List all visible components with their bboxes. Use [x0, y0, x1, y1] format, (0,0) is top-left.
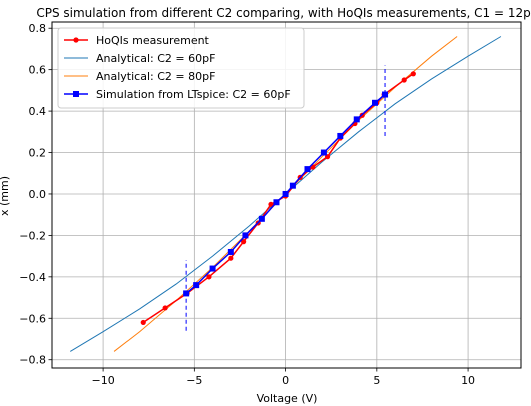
legend-label: HoQIs measurement — [96, 34, 210, 47]
data-point — [258, 215, 265, 222]
data-point — [382, 91, 389, 98]
legend-marker — [73, 91, 79, 97]
legend-label: Analytical: C2 = 60pF — [96, 52, 215, 65]
data-point — [242, 232, 249, 239]
x-tick-label: −10 — [91, 374, 114, 387]
legend-item: Analytical: C2 = 60pF — [64, 52, 215, 65]
data-point — [337, 132, 344, 139]
y-axis-label: x (mm) — [0, 176, 11, 216]
legend-item: Simulation from LTspice: C2 = 60pF — [64, 88, 291, 101]
x-tick-label: 5 — [373, 374, 380, 387]
data-point — [282, 190, 289, 197]
y-tick-label: 0.8 — [29, 22, 47, 35]
data-point — [372, 99, 379, 106]
data-point — [206, 274, 212, 280]
data-point — [273, 199, 280, 206]
legend-item: HoQIs measurement — [64, 34, 210, 47]
y-tick-label: 0.0 — [29, 188, 47, 201]
y-tick-label: 0.2 — [29, 147, 47, 160]
x-axis-label: Voltage (V) — [257, 392, 318, 405]
legend-marker — [73, 37, 79, 43]
data-point — [227, 248, 234, 255]
data-point — [241, 239, 247, 245]
data-point — [268, 201, 274, 207]
data-point — [410, 71, 416, 77]
series-hoqis-measurement — [140, 71, 416, 326]
data-point — [228, 255, 234, 261]
data-point — [289, 182, 296, 189]
data-point — [353, 116, 360, 123]
x-tick-label: 10 — [461, 374, 475, 387]
data-point — [162, 305, 168, 311]
ticks: −10 −5 0 5 10 −0.8 −0.6 −0.4 −0.2 0.0 0.2 0.4 0.6 0.8 — [19, 22, 475, 387]
y-tick-label: 0.6 — [29, 64, 47, 77]
data-point — [140, 319, 146, 326]
legend-label: Analytical: C2 = 80pF — [96, 70, 215, 83]
legend-box — [57, 27, 305, 109]
legend-item: Analytical: C2 = 80pF — [64, 70, 215, 83]
data-point — [320, 149, 327, 156]
y-tick-label: −0.6 — [19, 312, 46, 325]
y-tick-label: 0.4 — [29, 105, 47, 118]
series-layer — [69, 36, 502, 352]
plot-frame — [51, 21, 522, 369]
data-point — [401, 77, 407, 83]
x-tick-label: −5 — [186, 374, 202, 387]
chart-title: CPS simulation from different C2 compari… — [36, 6, 531, 20]
legend: HoQIs measurement Analytical: C2 = 60pF An… — [57, 27, 305, 109]
y-tick-label: −0.8 — [19, 354, 46, 367]
data-point — [193, 282, 200, 289]
x-tick-label: 0 — [282, 374, 289, 387]
series-simulation-from-ltspice-c2-60pf — [183, 91, 389, 297]
legend-label: Simulation from LTspice: C2 = 60pF — [96, 88, 291, 101]
data-point — [304, 166, 311, 173]
y-tick-label: −0.2 — [19, 229, 46, 242]
y-tick-label: −0.4 — [19, 271, 46, 284]
data-point — [209, 265, 216, 272]
